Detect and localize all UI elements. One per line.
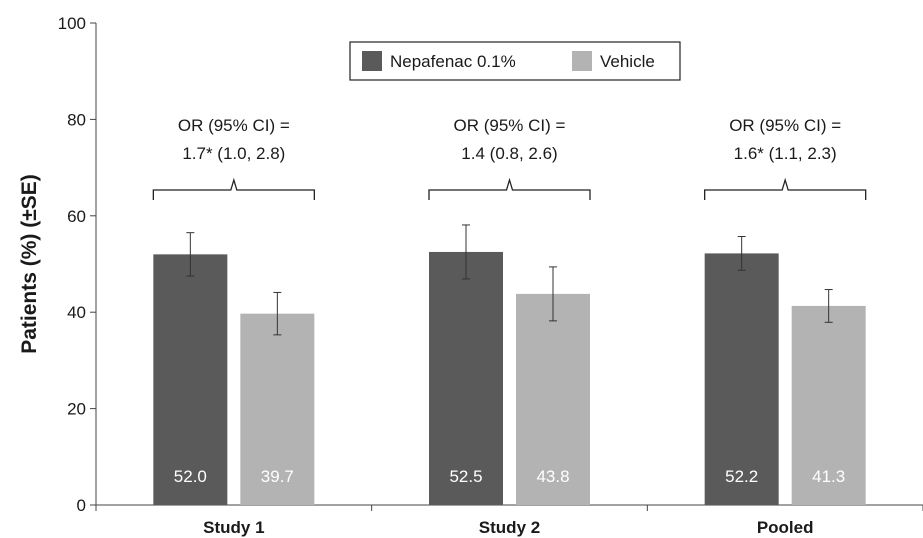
legend-label-nepafenac: Nepafenac 0.1% [390, 52, 516, 71]
legend: Nepafenac 0.1% Vehicle [349, 41, 681, 81]
comparison-bracket [428, 177, 591, 200]
odds-ratio-label-line2: 1.6* (1.1, 2.3) [734, 144, 837, 163]
bar-nepafenac [153, 254, 228, 505]
error-bar [273, 291, 282, 336]
odds-ratio-label-line2: 1.4 (0.8, 2.6) [461, 144, 557, 163]
bar-value-label: 52.5 [449, 467, 482, 486]
bar-value-label: 43.8 [536, 467, 569, 486]
comparison-bracket [704, 177, 867, 200]
y-ticks: 0 20 40 60 80 100 [58, 14, 96, 515]
y-tick-label: 40 [67, 303, 86, 322]
y-tick-label: 60 [67, 207, 86, 226]
legend-swatch-vehicle [572, 51, 592, 71]
y-axis-label: Patients (%) (±SE) [18, 174, 41, 354]
axes [95, 23, 923, 506]
x-category-label: Study 2 [479, 518, 540, 537]
bar-value-label: 52.2 [725, 467, 758, 486]
odds-ratio-label-line1: OR (95% CI) = [178, 116, 290, 135]
error-bar [186, 232, 195, 277]
x-ticks: Study 1 Study 2 Pooled [95, 505, 923, 537]
legend-swatch-nepafenac [362, 51, 382, 71]
error-bar [737, 236, 746, 271]
y-tick-label: 20 [67, 400, 86, 419]
y-tick-label: 0 [77, 496, 86, 515]
bar-vehicle [240, 313, 315, 505]
odds-ratio-label-line1: OR (95% CI) = [729, 116, 841, 135]
bar-value-label: 39.7 [261, 467, 294, 486]
x-category-label: Study 1 [203, 518, 264, 537]
bar-vehicle [516, 293, 590, 505]
comparison-bracket [152, 177, 315, 200]
error-bar [824, 289, 833, 323]
y-tick-label: 100 [58, 14, 86, 33]
y-tick-label: 80 [67, 110, 86, 129]
bar-vehicle [791, 305, 866, 505]
odds-ratio-label-line2: 1.7* (1.0, 2.8) [182, 144, 285, 163]
bar-nepafenac [429, 251, 503, 505]
odds-ratio-label-line1: OR (95% CI) = [454, 116, 566, 135]
odds-ratio-brackets: OR (95% CI) = 1.7* (1.0, 2.8) OR (95% CI) … [152, 116, 867, 200]
x-category-label: Pooled [757, 518, 814, 537]
bars: 52.0 39.7 52.5 43.8 52.2 41.3 [153, 224, 866, 505]
bar-value-label: 52.0 [174, 467, 207, 486]
bar-nepafenac [704, 253, 779, 505]
bar-value-label: 41.3 [812, 467, 845, 486]
error-bar [462, 224, 470, 280]
error-bar [549, 266, 557, 322]
legend-box [349, 41, 681, 81]
legend-label-vehicle: Vehicle [600, 52, 655, 71]
